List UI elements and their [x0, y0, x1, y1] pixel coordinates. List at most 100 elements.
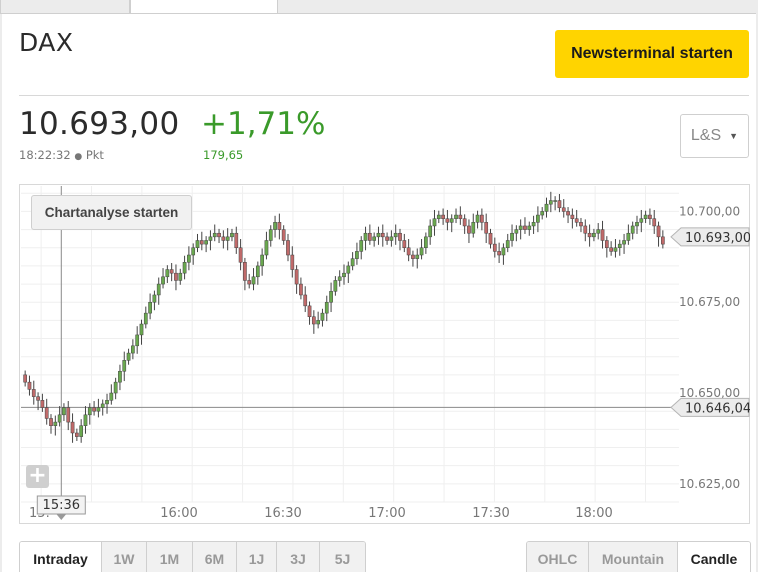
- candle-body: [187, 254, 191, 263]
- range-intraday[interactable]: Intraday: [20, 542, 102, 572]
- plus-icon[interactable]: +: [26, 465, 49, 488]
- candle-body: [436, 214, 441, 219]
- candle-body: [92, 407, 96, 412]
- candle-body: [152, 294, 157, 303]
- chart-type-ohlc[interactable]: OHLC: [527, 542, 589, 572]
- last-price-tag: 10.693,00: [685, 231, 750, 246]
- newsterminal-button[interactable]: Newsterminal starten: [555, 30, 749, 78]
- candle-body: [333, 280, 338, 292]
- candle-body: [182, 262, 187, 274]
- x-tick-label: 17:00: [368, 506, 405, 521]
- candle-body: [574, 218, 579, 223]
- candle-body: [510, 232, 514, 241]
- price-meta: 18:22:32 ● Pkt: [19, 148, 104, 162]
- tab-strip: [0, 0, 758, 14]
- candle-body: [165, 269, 170, 278]
- candle-body: [497, 251, 501, 256]
- candle-body: [174, 272, 178, 281]
- candle-body: [648, 214, 652, 219]
- candle-body: [109, 392, 114, 401]
- quote-unit: Pkt: [85, 148, 104, 162]
- candle-body: [480, 214, 484, 223]
- candle-body: [609, 247, 613, 252]
- candle-body: [415, 254, 420, 259]
- candle-body: [505, 240, 510, 248]
- candle-body: [316, 320, 320, 325]
- candle-body: [359, 240, 364, 252]
- candle-body: [342, 272, 346, 278]
- candle-body: [230, 232, 234, 238]
- candle-body: [324, 301, 329, 314]
- candle-body: [131, 345, 135, 354]
- candle-body: [44, 407, 49, 419]
- candle-body: [380, 232, 385, 238]
- candle-body: [273, 222, 277, 230]
- candle-body: [660, 236, 665, 245]
- candle-body: [204, 240, 208, 245]
- candle-body: [105, 400, 109, 405]
- candle-body: [639, 218, 644, 223]
- candle-body: [27, 381, 32, 390]
- candle-body: [277, 222, 282, 230]
- candle-body: [488, 232, 493, 245]
- header-divider: [19, 95, 749, 96]
- range-1m[interactable]: 1M: [147, 542, 193, 572]
- candle-body: [113, 381, 118, 394]
- tab-active[interactable]: [130, 0, 278, 14]
- y-tick-label: 10.650,00: [679, 386, 740, 400]
- candle-body: [260, 254, 264, 267]
- candle-body: [514, 229, 519, 234]
- candle-body: [299, 283, 303, 296]
- candle-body: [264, 240, 269, 256]
- reference-price-tag: 10.646,04: [685, 401, 750, 416]
- price-chart[interactable]: 10.700,0010.675,0010.650,0010.625,0015:1…: [19, 184, 750, 524]
- candle-body: [570, 214, 575, 219]
- range-3j[interactable]: 3J: [277, 542, 320, 572]
- candle-body: [475, 214, 480, 223]
- candle-body: [303, 294, 308, 307]
- chart-svg[interactable]: 10.700,0010.675,0010.650,0010.625,0015:1…: [19, 184, 750, 524]
- candle-body: [635, 222, 639, 227]
- candle-body: [527, 225, 532, 230]
- candle-body: [544, 203, 549, 212]
- candle-body: [251, 276, 256, 285]
- chart-type-mountain[interactable]: Mountain: [589, 542, 678, 572]
- candle-body: [217, 232, 221, 238]
- candle-body: [368, 232, 372, 241]
- reference-price-tag-box: [670, 397, 750, 417]
- candle-body: [49, 418, 53, 426]
- candle-body: [471, 222, 476, 234]
- candle-body: [372, 236, 377, 241]
- candle-body: [596, 229, 601, 234]
- candle-body: [548, 200, 553, 205]
- candle-body: [169, 269, 174, 274]
- tab-left[interactable]: [0, 0, 130, 14]
- candle-body: [139, 323, 144, 336]
- candle-body: [191, 247, 196, 256]
- candle-body: [411, 254, 415, 259]
- candle-body: [579, 222, 583, 227]
- candle-body: [402, 240, 407, 248]
- candle-body: [307, 305, 312, 318]
- candle-body: [536, 214, 540, 223]
- x-tick-label: 16:30: [264, 506, 301, 521]
- candle-body: [100, 403, 105, 408]
- exchange-select[interactable]: L&S ▼: [680, 114, 749, 158]
- chartanalyse-button[interactable]: Chartanalyse starten: [31, 195, 192, 230]
- candle-body: [346, 265, 351, 274]
- instrument-title: DAX: [19, 28, 74, 57]
- candle-body: [557, 200, 562, 209]
- candle-body: [592, 232, 596, 238]
- dot-separator-icon: ●: [74, 152, 83, 162]
- range-1j[interactable]: 1J: [237, 542, 277, 572]
- candle-body: [428, 225, 433, 238]
- chart-type-candle[interactable]: Candle: [678, 542, 750, 572]
- range-6m[interactable]: 6M: [193, 542, 237, 572]
- candle-body: [212, 232, 217, 238]
- range-1w[interactable]: 1W: [102, 542, 147, 572]
- candle-body: [329, 291, 333, 303]
- range-5j[interactable]: 5J: [320, 542, 365, 572]
- candle-body: [523, 225, 527, 230]
- candle-body: [243, 262, 247, 281]
- candle-body: [393, 232, 398, 238]
